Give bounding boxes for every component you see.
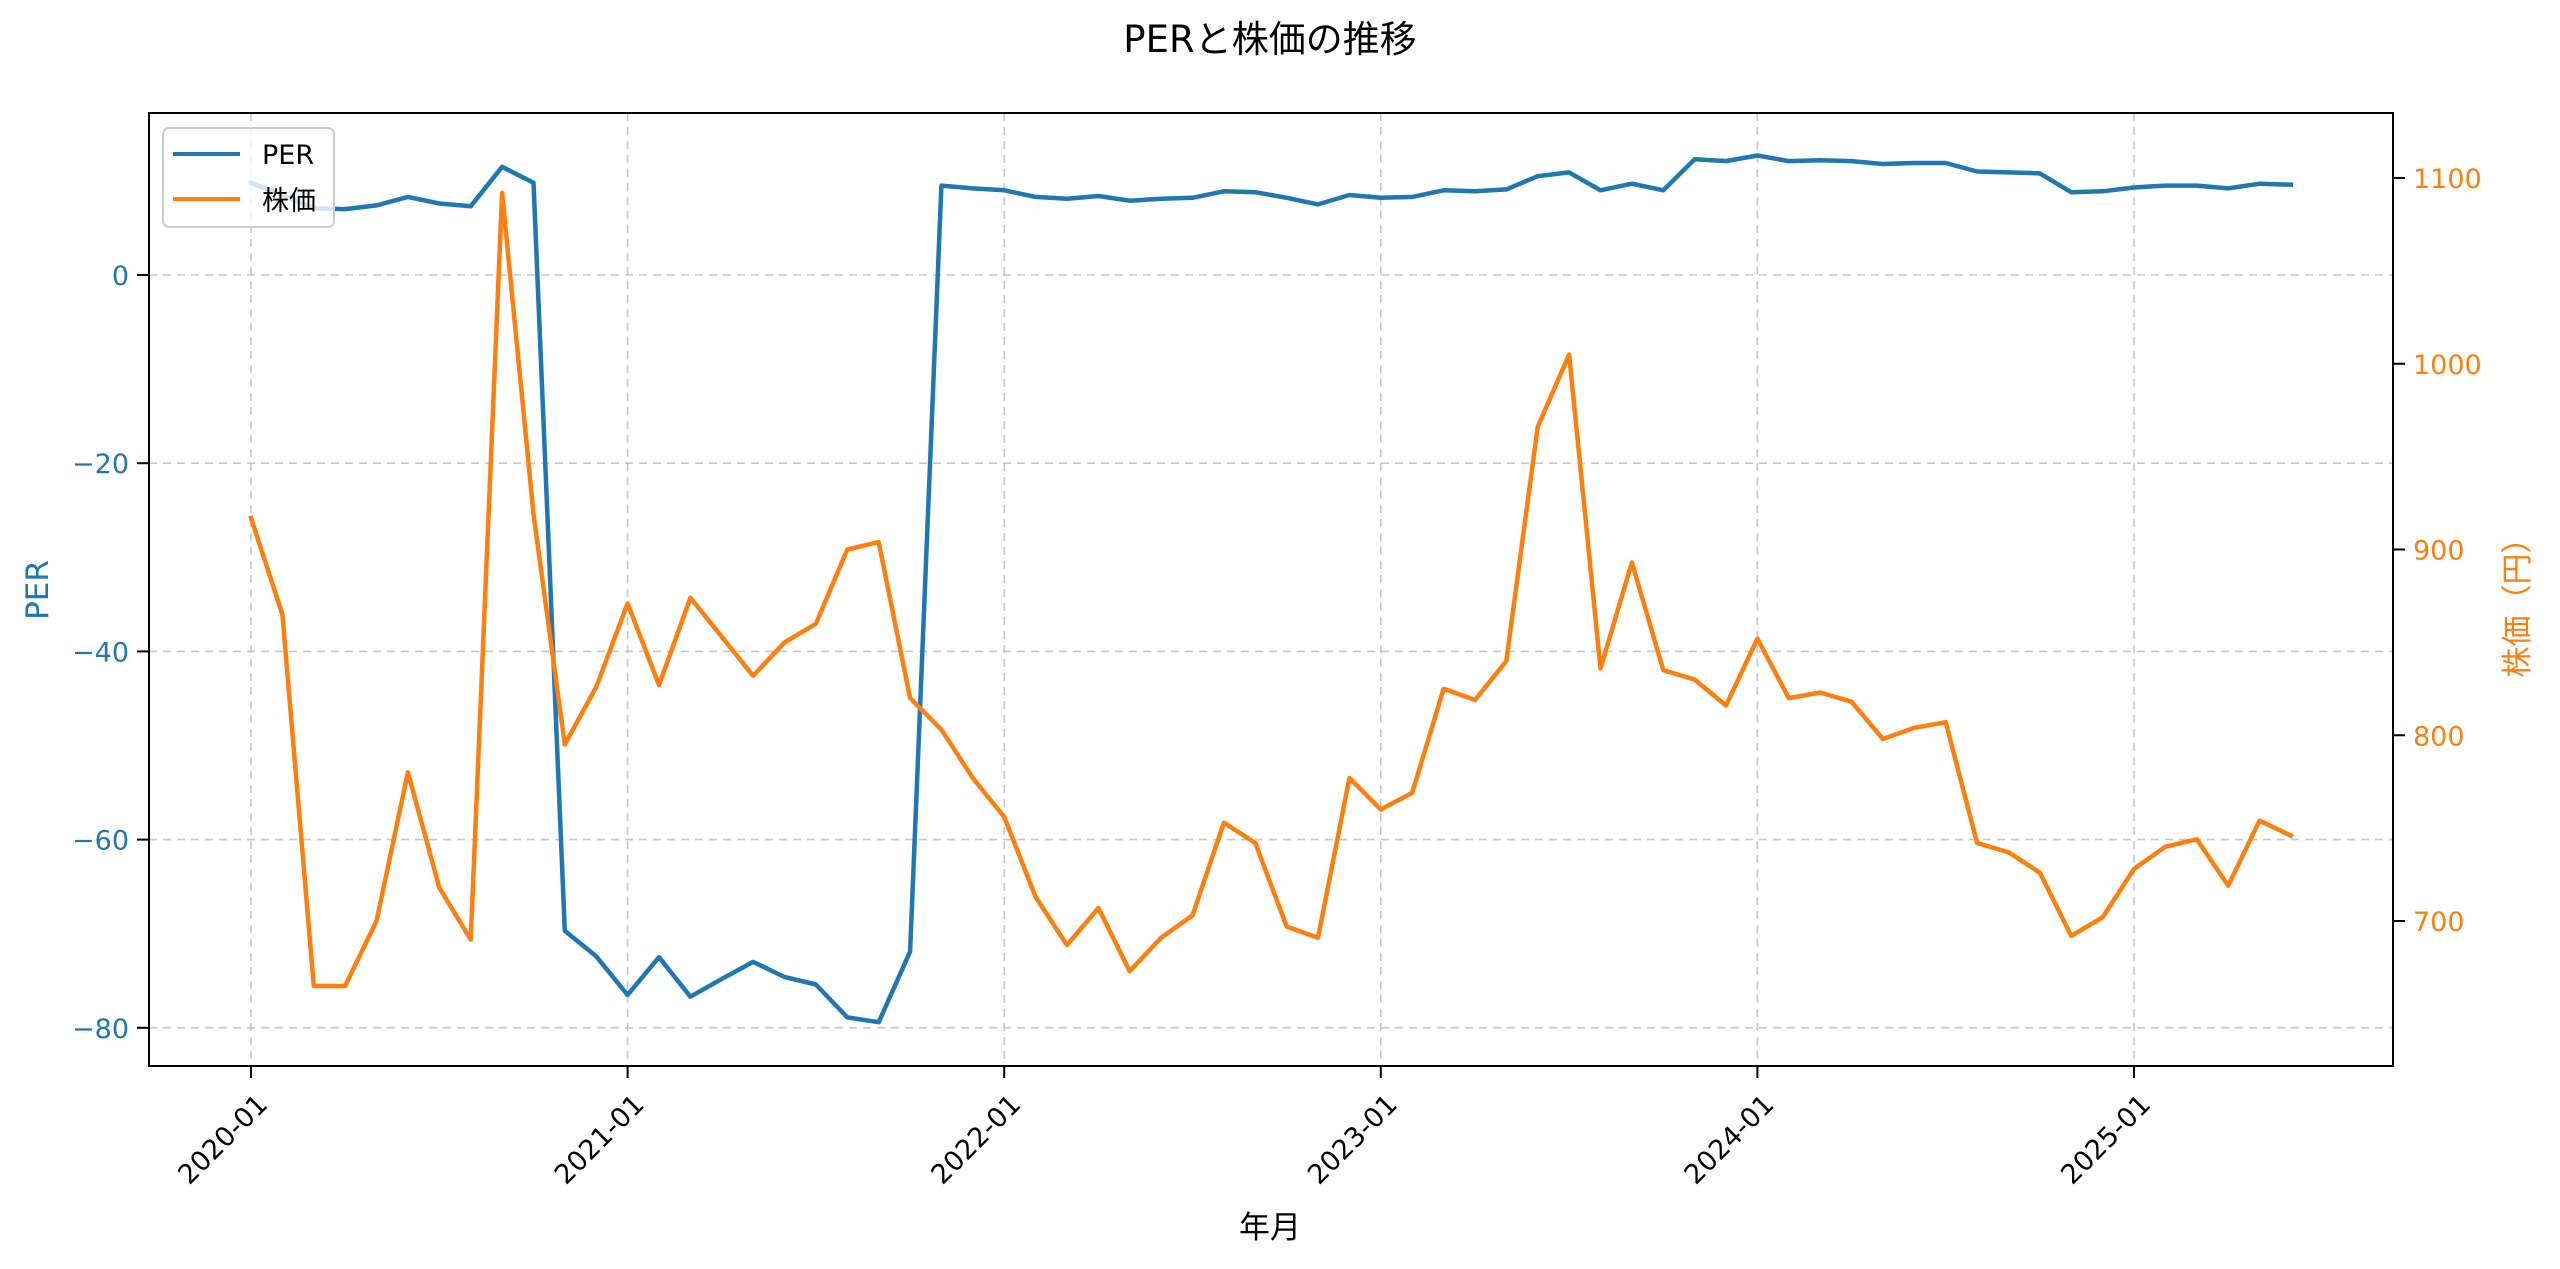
- chart-title: PERと株価の推移: [1123, 18, 1416, 61]
- grid-lines: [149, 113, 2393, 1066]
- x-axis-label: 年月: [1239, 1210, 1301, 1246]
- series-line: [248, 190, 2294, 989]
- y-left-tick-label: 0: [112, 261, 129, 292]
- legend-per-label: PER: [262, 140, 314, 171]
- legend-price-label: 株価: [262, 186, 316, 217]
- plot-frame: [148, 112, 2394, 1067]
- y-right-axis-ticks: 1100 1000 900 800 700: [2393, 164, 2482, 938]
- y-left-tick-label: −80: [72, 1014, 129, 1045]
- y-left-axis-label: PER: [20, 560, 56, 620]
- series-line: [248, 153, 2294, 1025]
- y-right-tick-label: 1100: [2413, 164, 2482, 195]
- y-right-tick-label: 700: [2413, 907, 2465, 938]
- y-right-tick-label: 900: [2413, 536, 2465, 567]
- legend: PER 株価: [162, 127, 335, 228]
- y-right-tick-label: 1000: [2413, 350, 2482, 381]
- y-right-tick-label: 800: [2413, 721, 2465, 752]
- y-left-axis-ticks: 0 −20 −40 −60 −80: [72, 261, 149, 1045]
- y-left-tick-label: −40: [72, 637, 129, 668]
- price-series-line: [248, 190, 2294, 989]
- per-series-line: [248, 153, 2294, 1025]
- y-left-tick-label: −20: [72, 449, 129, 480]
- y-left-tick-label: −60: [72, 826, 129, 857]
- y-right-axis-label: 株価（円）: [2500, 523, 2536, 678]
